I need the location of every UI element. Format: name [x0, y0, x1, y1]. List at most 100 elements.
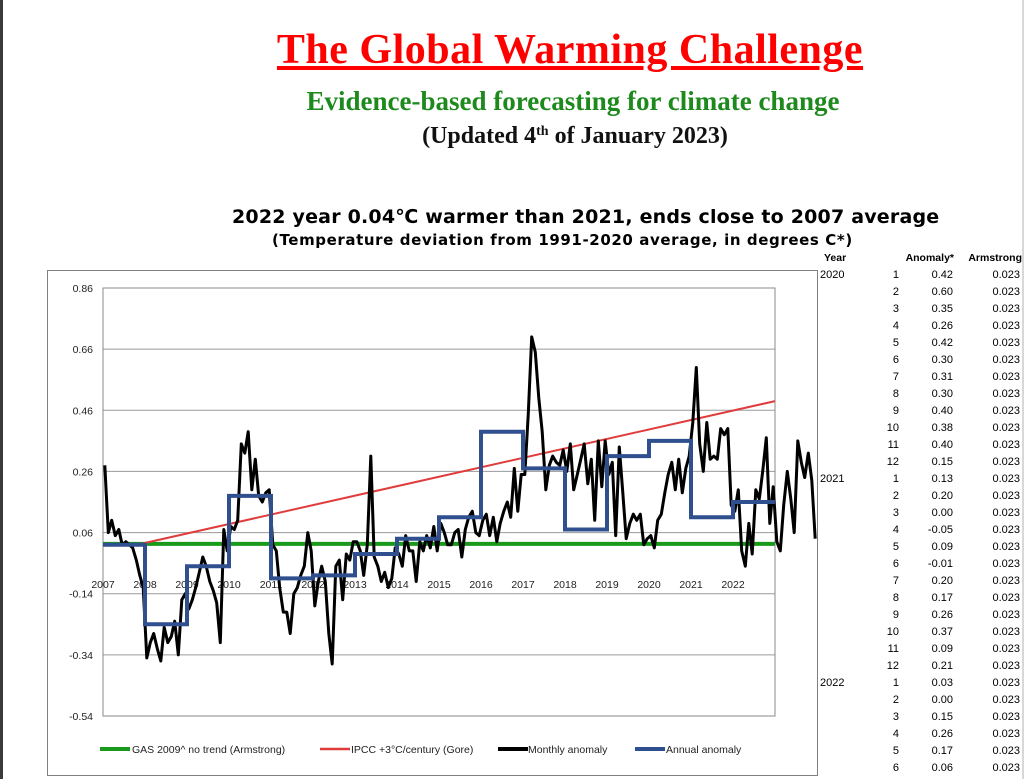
- table-month-cell: 4: [892, 524, 899, 536]
- table-anomaly-cell: 0.06: [931, 762, 953, 774]
- table-armstrong-cell: 0.023: [992, 303, 1020, 315]
- table-armstrong-cell: 0.023: [992, 405, 1020, 417]
- table-armstrong-cell: 0.023: [992, 490, 1020, 502]
- updated-prefix: (Updated 4: [422, 123, 537, 149]
- table-armstrong-cell: 0.023: [992, 337, 1020, 349]
- table-anomaly-cell: 0.17: [931, 592, 953, 604]
- y-tick-label: -0.54: [69, 711, 93, 723]
- table-month-cell: 5: [892, 337, 899, 349]
- table-armstrong-cell: 0.023: [992, 592, 1020, 604]
- table-armstrong-cell: 0.023: [992, 286, 1020, 298]
- x-tick-label: 2016: [469, 579, 493, 591]
- table-anomaly-cell: 0.40: [931, 439, 953, 451]
- legend-label: Annual anomaly: [666, 744, 742, 756]
- table-month-cell: 8: [892, 592, 899, 604]
- table-month-cell: 2: [892, 286, 899, 298]
- table-month-cell: 9: [892, 405, 899, 417]
- table-armstrong-cell: 0.023: [992, 711, 1020, 723]
- table-month-cell: 12: [886, 456, 899, 468]
- table-anomaly-cell: 0.09: [931, 643, 953, 655]
- table-anomaly-cell: 0.03: [931, 677, 953, 689]
- table-armstrong-cell: 0.023: [992, 626, 1020, 638]
- table-armstrong-cell: 0.023: [992, 456, 1020, 468]
- table-month-cell: 1: [892, 677, 899, 689]
- table-anomaly-cell: 0.30: [931, 388, 953, 400]
- table-header-armstrong: Armstrong: [968, 252, 1022, 264]
- table-anomaly-cell: 0.30: [931, 354, 953, 366]
- updated-suffix: of January 2023): [548, 123, 728, 149]
- x-tick-label: 2018: [553, 579, 577, 591]
- table-anomaly-cell: 0.31: [931, 371, 953, 383]
- table-armstrong-cell: 0.023: [992, 507, 1020, 519]
- x-tick-label: 2013: [343, 579, 367, 591]
- table-anomaly-cell: 0.40: [931, 405, 953, 417]
- table-armstrong-cell: 0.023: [992, 660, 1020, 672]
- table-anomaly-cell: 0.09: [931, 541, 953, 553]
- table-anomaly-cell: -0.05: [927, 524, 953, 536]
- table-anomaly-cell: 0.21: [931, 660, 953, 672]
- table-armstrong-cell: 0.023: [992, 388, 1020, 400]
- page-subtitle: Evidence-based forecasting for climate c…: [306, 86, 840, 116]
- table-month-cell: 11: [887, 643, 899, 655]
- table-armstrong-cell: 0.023: [992, 694, 1020, 706]
- table-month-cell: 10: [886, 422, 899, 434]
- y-tick-label: 0.46: [73, 405, 94, 417]
- table-month-cell: 7: [892, 575, 899, 587]
- table-month-cell: 3: [892, 711, 899, 723]
- table-armstrong-cell: 0.023: [992, 558, 1020, 570]
- table-anomaly-cell: 0.26: [931, 320, 953, 332]
- table-anomaly-cell: 0.60: [931, 286, 953, 298]
- table-anomaly-cell: 0.15: [931, 456, 953, 468]
- table-armstrong-cell: 0.023: [992, 762, 1020, 774]
- table-month-cell: 6: [892, 762, 899, 774]
- table-armstrong-cell: 0.023: [992, 269, 1020, 281]
- table-month-cell: 6: [892, 354, 899, 366]
- table-header-year: Year: [824, 252, 847, 264]
- updated-date: (Updated 4th of January 2023): [0, 123, 1024, 150]
- table-armstrong-cell: 0.023: [992, 439, 1020, 451]
- table-armstrong-cell: 0.023: [992, 643, 1020, 655]
- y-tick-label: -0.14: [69, 589, 93, 601]
- table-armstrong-cell: 0.023: [992, 473, 1020, 485]
- legend-label: IPCC +3°C/century (Gore): [351, 744, 473, 756]
- table-month-cell: 1: [892, 473, 899, 485]
- table-month-cell: 9: [892, 609, 899, 621]
- table-armstrong-cell: 0.023: [992, 575, 1020, 587]
- table-month-cell: 8: [892, 388, 899, 400]
- x-tick-label: 2011: [260, 579, 283, 591]
- table-anomaly-cell: 0.00: [931, 694, 953, 706]
- table-armstrong-cell: 0.023: [992, 320, 1020, 332]
- y-tick-label: 0.06: [73, 528, 94, 540]
- table-anomaly-cell: 0.42: [931, 337, 953, 349]
- table-anomaly-cell: 0.20: [931, 575, 953, 587]
- chart-frame: [47, 270, 818, 776]
- table-month-cell: 11: [887, 439, 899, 451]
- window-right-edge: [1022, 0, 1024, 779]
- table-anomaly-cell: 0.35: [931, 303, 953, 315]
- table-anomaly-cell: 0.26: [931, 609, 953, 621]
- table-year-cell: 2022: [820, 677, 845, 689]
- y-tick-label: 0.26: [73, 466, 94, 478]
- x-tick-label: 2007: [91, 579, 115, 591]
- table-month-cell: 3: [892, 303, 899, 315]
- x-tick-label: 2017: [511, 579, 535, 591]
- x-tick-label: 2022: [721, 579, 745, 591]
- y-tick-label: 0.66: [73, 344, 94, 356]
- table-anomaly-cell: -0.01: [927, 558, 953, 570]
- x-tick-label: 2020: [637, 579, 661, 591]
- table-anomaly-cell: 0.15: [931, 711, 953, 723]
- table-month-cell: 5: [892, 541, 899, 553]
- y-tick-label: 0.86: [73, 283, 94, 295]
- table-anomaly-cell: 0.38: [931, 422, 953, 434]
- table-month-cell: 5: [892, 745, 899, 757]
- table-month-cell: 6: [892, 558, 899, 570]
- table-armstrong-cell: 0.023: [992, 371, 1020, 383]
- table-anomaly-cell: 0.13: [931, 473, 953, 485]
- x-tick-label: 2021: [679, 579, 703, 591]
- updated-ordinal: th: [536, 124, 549, 139]
- table-anomaly-cell: 0.42: [931, 269, 953, 281]
- ipcc-trend-line: [140, 400, 776, 545]
- table-month-cell: 12: [886, 660, 899, 672]
- table-header-anomaly: Anomaly*: [905, 252, 954, 264]
